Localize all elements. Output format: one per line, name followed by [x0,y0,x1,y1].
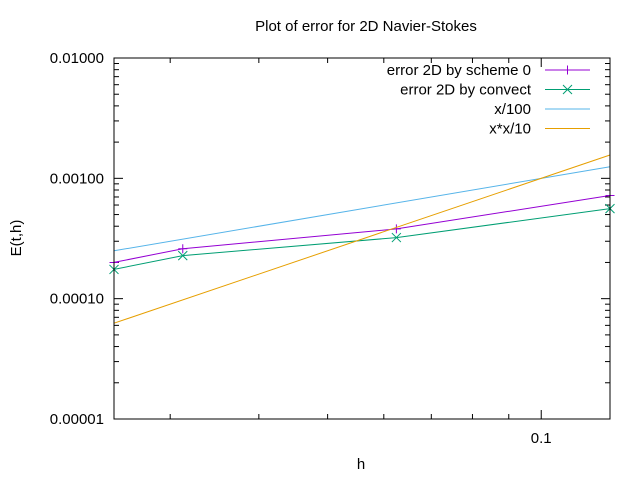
y-tick-label: 0.01000 [50,50,104,67]
data-point [391,232,402,243]
x-tick-label: 0.1 [531,430,552,447]
chart-title: Plot of error for 2D Navier-Stokes [255,18,477,35]
x-axis-label: h [357,456,365,473]
legend-label: error 2D by convect [400,82,532,99]
series-line-error-2d-by-convect [113,208,611,270]
plot-frame [113,57,611,420]
data-point [178,244,188,254]
data-point [177,250,188,261]
legend-label: x/100 [494,101,531,118]
series-line-x-100 [113,166,611,252]
legend-label: error 2D by scheme 0 [387,62,531,79]
series-layer [109,154,615,324]
series-line-error-2d-by-scheme-0 [113,195,611,263]
legend-marker [562,84,573,95]
series-line-x-x-10 [113,154,611,324]
legend: error 2D by scheme 0 error 2D by convect x… [387,62,590,138]
y-tick-label: 0.00010 [50,291,104,308]
legend-marker [563,65,572,75]
legend-label: x*x/10 [489,121,531,138]
y-tick-label: 0.00100 [50,170,104,187]
y-axis-label: E(t,h) [8,220,25,257]
y-tick-label: 0.00001 [50,411,104,428]
